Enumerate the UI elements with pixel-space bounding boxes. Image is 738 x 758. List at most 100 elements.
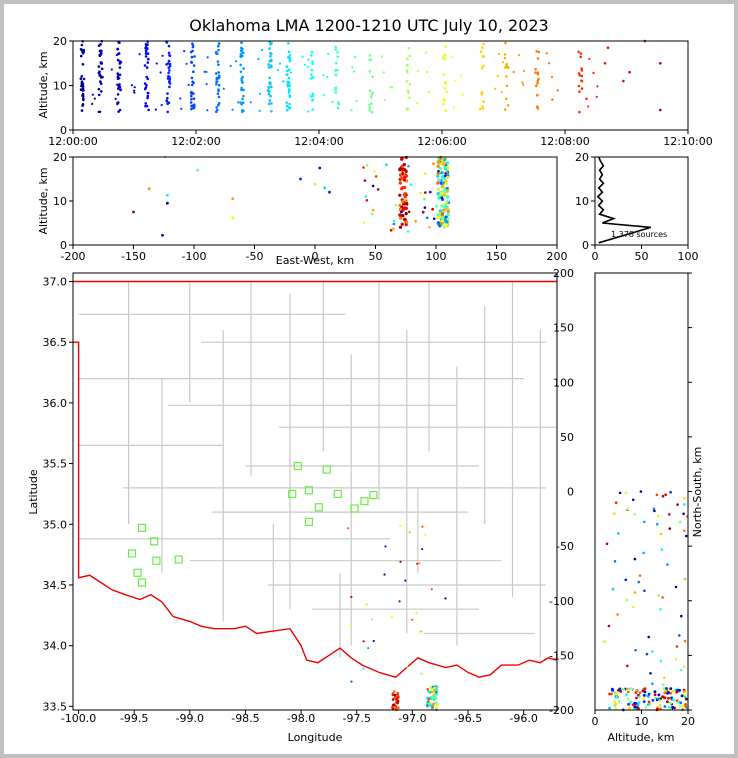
east-west-panel: -200 -150 -100 -50 0 50 100 150 200 0 10 20 Altitud…	[37, 151, 568, 267]
time-source-point	[81, 92, 85, 96]
ns-source-point	[674, 585, 678, 589]
time-source-point	[98, 53, 101, 57]
ew-source-point	[132, 210, 135, 214]
plan-view-points	[347, 524, 447, 711]
time-source-point	[82, 77, 86, 81]
ew-source-point	[444, 223, 448, 227]
state-border	[73, 280, 558, 678]
east-west-tick-label: -150	[121, 250, 146, 263]
time-source-point	[267, 102, 271, 106]
time-source-point	[426, 70, 429, 74]
ew-source-point	[407, 210, 411, 214]
ew-source-point	[404, 199, 408, 203]
time-source-point	[287, 42, 290, 45]
time-source-point	[336, 55, 340, 59]
ns-source-point	[663, 705, 667, 708]
time-source-point	[603, 62, 607, 65]
ns-source-point	[629, 700, 633, 704]
ew-source-point	[323, 186, 327, 190]
ew-source-point	[435, 205, 438, 208]
time-source-point	[216, 108, 219, 112]
time-source-point	[269, 82, 272, 86]
ew-source-point	[446, 217, 450, 221]
plan-source-point	[426, 690, 430, 693]
ew-source-point	[404, 223, 408, 227]
ew-source-point	[404, 169, 408, 173]
time-source-point	[405, 80, 409, 83]
time-source-point	[287, 55, 290, 59]
time-source-point	[93, 97, 96, 100]
time-source-point	[481, 107, 485, 110]
time-source-point	[91, 102, 94, 105]
ns-source-point	[633, 701, 637, 705]
time-source-point	[143, 82, 147, 85]
time-source-point	[622, 79, 625, 83]
ew-source-point	[440, 191, 444, 195]
time-source-point	[577, 72, 581, 75]
plan-source-point	[431, 706, 434, 709]
ns-source-point	[661, 695, 664, 699]
time-source-point	[482, 42, 486, 46]
plan-source-point	[393, 696, 397, 700]
ns-source-point	[666, 563, 669, 566]
time-source-point	[307, 58, 310, 61]
lma-station-marker	[150, 537, 159, 546]
ns-source-point	[675, 690, 679, 694]
ew-source-point	[166, 193, 169, 197]
time-source-point	[268, 76, 272, 80]
altitude-time-ylabel: Altitude, km	[37, 51, 50, 118]
time-source-point	[203, 70, 206, 73]
lma-station-marker	[322, 465, 331, 474]
time-source-point	[595, 95, 598, 98]
time-source-point	[82, 98, 85, 102]
time-source-point	[369, 95, 373, 99]
time-source-point	[580, 74, 584, 78]
ns-source-point	[643, 520, 646, 524]
time-source-point	[551, 98, 554, 101]
time-source-point	[192, 64, 196, 67]
time-source-point	[322, 74, 325, 77]
plan-view-panel: -100.0 -99.5 -99.0 -98.5 -98.0 -97.5 -97.0 -96.…	[27, 272, 558, 744]
time-source-point	[427, 90, 430, 93]
time-source-point	[217, 95, 221, 99]
time-source-point	[311, 60, 314, 63]
ew-source-point	[443, 165, 447, 169]
ew-source-point	[394, 203, 398, 207]
ns-source-point	[678, 688, 681, 692]
ns-source-point	[665, 687, 668, 690]
plan-source-point	[408, 531, 411, 534]
ew-source-point	[436, 213, 440, 217]
latitude-tick-label: 33.5	[43, 700, 68, 713]
time-source-point	[117, 101, 120, 104]
ew-source-point	[318, 166, 322, 170]
time-source-point	[144, 49, 148, 53]
plan-source-point	[415, 611, 418, 615]
time-source-point	[242, 94, 245, 98]
plan-source-point	[367, 647, 370, 650]
time-source-point	[81, 63, 85, 66]
ns-source-point	[684, 703, 687, 706]
time-source-point	[268, 99, 272, 102]
ns-source-point	[634, 691, 638, 695]
ns-source-point	[669, 490, 672, 494]
ns-source-point	[644, 694, 648, 697]
time-source-point	[445, 90, 449, 94]
ew-source-point	[423, 206, 427, 209]
ns-source-point	[653, 693, 657, 697]
north-south-tick-label: 0	[567, 486, 574, 499]
time-source-point	[217, 77, 220, 80]
lma-station-marker	[350, 504, 359, 513]
ew-source-point	[362, 221, 366, 224]
time-source-point	[138, 53, 141, 56]
time-source-point	[187, 83, 190, 86]
ew-source-point	[402, 162, 406, 167]
time-source-point	[534, 84, 538, 88]
time-source-point	[452, 106, 456, 109]
time-source-point	[368, 109, 372, 112]
time-source-point	[116, 58, 120, 62]
time-source-point	[580, 69, 584, 72]
time-source-point	[82, 89, 85, 92]
time-source-point	[146, 52, 150, 55]
time-tick-label: 12:10:00	[663, 135, 712, 148]
ew-source-point	[398, 203, 402, 207]
